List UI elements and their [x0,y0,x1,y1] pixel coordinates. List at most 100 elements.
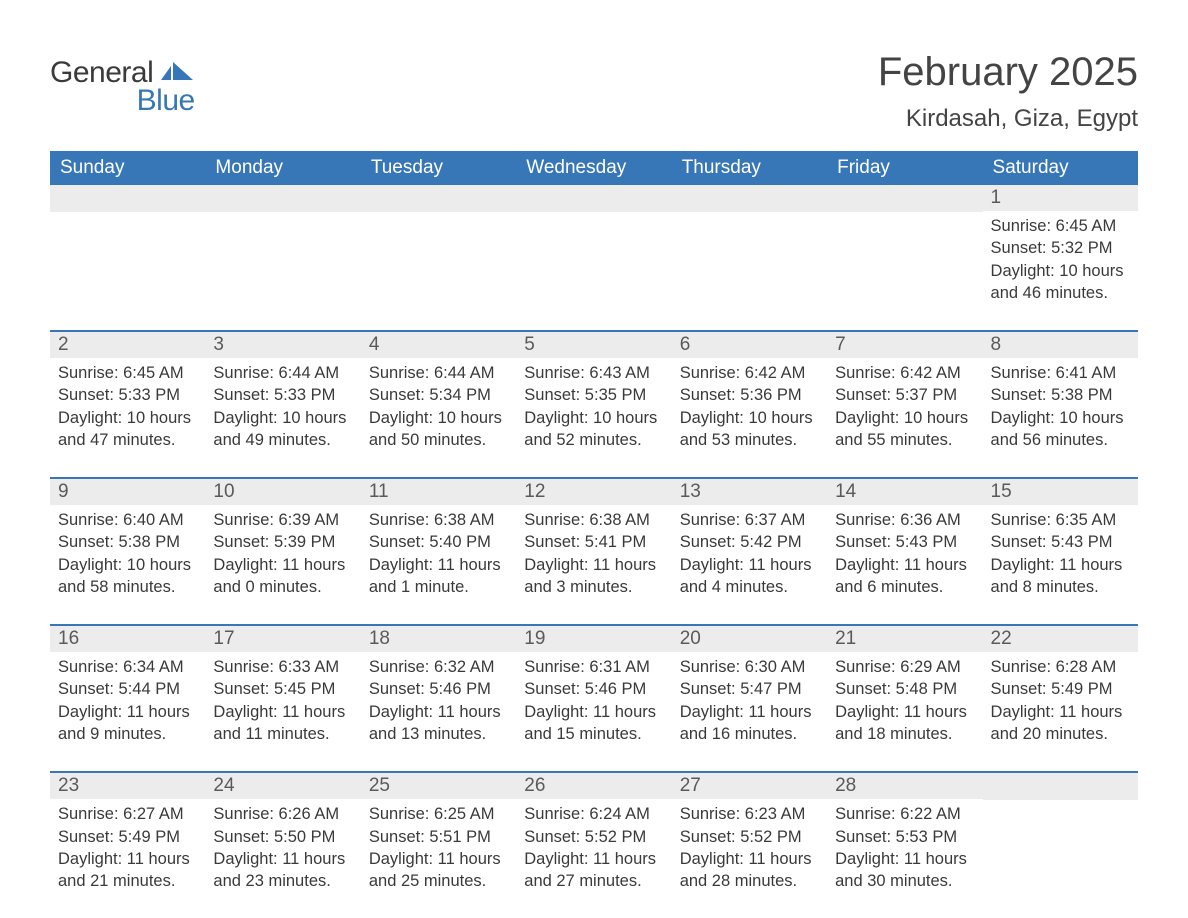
day-details: Sunrise: 6:34 AMSunset: 5:44 PMDaylight:… [50,652,205,753]
daylight-text: Daylight: 11 hours and 30 minutes. [835,848,974,893]
day-cell: 3Sunrise: 6:44 AMSunset: 5:33 PMDaylight… [205,332,360,459]
daylight-text: Daylight: 11 hours and 6 minutes. [835,554,974,599]
day-number: 20 [672,626,827,652]
day-cell: 28Sunrise: 6:22 AMSunset: 5:53 PMDayligh… [827,773,982,900]
daylight-text: Daylight: 10 hours and 53 minutes. [680,407,819,452]
daylight-text: Daylight: 11 hours and 27 minutes. [524,848,663,893]
sunset-text: Sunset: 5:33 PM [58,384,197,406]
sunrise-text: Sunrise: 6:27 AM [58,803,197,825]
daylight-text: Daylight: 11 hours and 3 minutes. [524,554,663,599]
day-cell: 27Sunrise: 6:23 AMSunset: 5:52 PMDayligh… [672,773,827,900]
day-number: 18 [361,626,516,652]
sunrise-text: Sunrise: 6:44 AM [369,362,508,384]
day-details: Sunrise: 6:38 AMSunset: 5:40 PMDaylight:… [361,505,516,606]
daylight-text: Daylight: 11 hours and 13 minutes. [369,701,508,746]
sunset-text: Sunset: 5:33 PM [213,384,352,406]
day-details: Sunrise: 6:22 AMSunset: 5:53 PMDaylight:… [827,799,982,900]
sunrise-text: Sunrise: 6:40 AM [58,509,197,531]
day-cell: 8Sunrise: 6:41 AMSunset: 5:38 PMDaylight… [983,332,1138,459]
day-number: 4 [361,332,516,358]
day-cell: 9Sunrise: 6:40 AMSunset: 5:38 PMDaylight… [50,479,205,606]
sunset-text: Sunset: 5:44 PM [58,678,197,700]
day-cell [983,773,1138,900]
day-cell: 10Sunrise: 6:39 AMSunset: 5:39 PMDayligh… [205,479,360,606]
day-number: 13 [672,479,827,505]
day-cell: 14Sunrise: 6:36 AMSunset: 5:43 PMDayligh… [827,479,982,606]
daylight-text: Daylight: 11 hours and 0 minutes. [213,554,352,599]
sunset-text: Sunset: 5:47 PM [680,678,819,700]
day-number: 27 [672,773,827,799]
sunset-text: Sunset: 5:39 PM [213,531,352,553]
day-number: 25 [361,773,516,799]
day-cell: 16Sunrise: 6:34 AMSunset: 5:44 PMDayligh… [50,626,205,753]
sunrise-text: Sunrise: 6:30 AM [680,656,819,678]
day-cell: 1Sunrise: 6:45 AMSunset: 5:32 PMDaylight… [983,185,1138,312]
weekday-header-row: Sunday Monday Tuesday Wednesday Thursday… [50,151,1138,185]
sunrise-text: Sunrise: 6:31 AM [524,656,663,678]
day-details: Sunrise: 6:28 AMSunset: 5:49 PMDaylight:… [983,652,1138,753]
sunset-text: Sunset: 5:41 PM [524,531,663,553]
day-details: Sunrise: 6:45 AMSunset: 5:32 PMDaylight:… [983,211,1138,312]
day-number: 19 [516,626,671,652]
day-number: 2 [50,332,205,358]
sunset-text: Sunset: 5:45 PM [213,678,352,700]
sunrise-text: Sunrise: 6:28 AM [991,656,1130,678]
day-number [205,185,360,212]
sunset-text: Sunset: 5:46 PM [524,678,663,700]
day-cell: 4Sunrise: 6:44 AMSunset: 5:34 PMDaylight… [361,332,516,459]
day-number: 21 [827,626,982,652]
daylight-text: Daylight: 11 hours and 1 minute. [369,554,508,599]
day-details: Sunrise: 6:24 AMSunset: 5:52 PMDaylight:… [516,799,671,900]
weekday-header: Saturday [983,151,1138,185]
sunset-text: Sunset: 5:53 PM [835,826,974,848]
daylight-text: Daylight: 11 hours and 21 minutes. [58,848,197,893]
daylight-text: Daylight: 10 hours and 46 minutes. [991,260,1130,305]
weekday-header: Friday [827,151,982,185]
day-details: Sunrise: 6:44 AMSunset: 5:34 PMDaylight:… [361,358,516,459]
sunrise-text: Sunrise: 6:39 AM [213,509,352,531]
daylight-text: Daylight: 11 hours and 25 minutes. [369,848,508,893]
day-cell: 19Sunrise: 6:31 AMSunset: 5:46 PMDayligh… [516,626,671,753]
daylight-text: Daylight: 11 hours and 4 minutes. [680,554,819,599]
day-cell [827,185,982,312]
day-number: 26 [516,773,671,799]
day-details: Sunrise: 6:27 AMSunset: 5:49 PMDaylight:… [50,799,205,900]
sunrise-text: Sunrise: 6:43 AM [524,362,663,384]
day-cell: 25Sunrise: 6:25 AMSunset: 5:51 PMDayligh… [361,773,516,900]
day-cell: 26Sunrise: 6:24 AMSunset: 5:52 PMDayligh… [516,773,671,900]
day-details: Sunrise: 6:42 AMSunset: 5:36 PMDaylight:… [672,358,827,459]
day-number: 3 [205,332,360,358]
daylight-text: Daylight: 11 hours and 23 minutes. [213,848,352,893]
day-details: Sunrise: 6:39 AMSunset: 5:39 PMDaylight:… [205,505,360,606]
day-number: 6 [672,332,827,358]
sunset-text: Sunset: 5:37 PM [835,384,974,406]
sunrise-text: Sunrise: 6:37 AM [680,509,819,531]
day-cell: 6Sunrise: 6:42 AMSunset: 5:36 PMDaylight… [672,332,827,459]
day-number [827,185,982,212]
weekday-header: Wednesday [516,151,671,185]
week-row: 2Sunrise: 6:45 AMSunset: 5:33 PMDaylight… [50,330,1138,459]
day-number: 14 [827,479,982,505]
sunset-text: Sunset: 5:32 PM [991,237,1130,259]
location: Kirdasah, Giza, Egypt [878,105,1138,133]
sunset-text: Sunset: 5:51 PM [369,826,508,848]
logo: General Blue [50,50,195,118]
day-details: Sunrise: 6:31 AMSunset: 5:46 PMDaylight:… [516,652,671,753]
daylight-text: Daylight: 11 hours and 28 minutes. [680,848,819,893]
day-number: 7 [827,332,982,358]
sunset-text: Sunset: 5:36 PM [680,384,819,406]
daylight-text: Daylight: 11 hours and 8 minutes. [991,554,1130,599]
sunrise-text: Sunrise: 6:34 AM [58,656,197,678]
daylight-text: Daylight: 11 hours and 20 minutes. [991,701,1130,746]
sunset-text: Sunset: 5:34 PM [369,384,508,406]
sunrise-text: Sunrise: 6:36 AM [835,509,974,531]
sunset-text: Sunset: 5:49 PM [58,826,197,848]
day-number: 8 [983,332,1138,358]
page-header: General Blue February 2025 Kirdasah, Giz… [50,50,1138,133]
sunrise-text: Sunrise: 6:41 AM [991,362,1130,384]
day-number: 17 [205,626,360,652]
daylight-text: Daylight: 10 hours and 55 minutes. [835,407,974,452]
day-cell [361,185,516,312]
sunset-text: Sunset: 5:49 PM [991,678,1130,700]
sunrise-text: Sunrise: 6:26 AM [213,803,352,825]
